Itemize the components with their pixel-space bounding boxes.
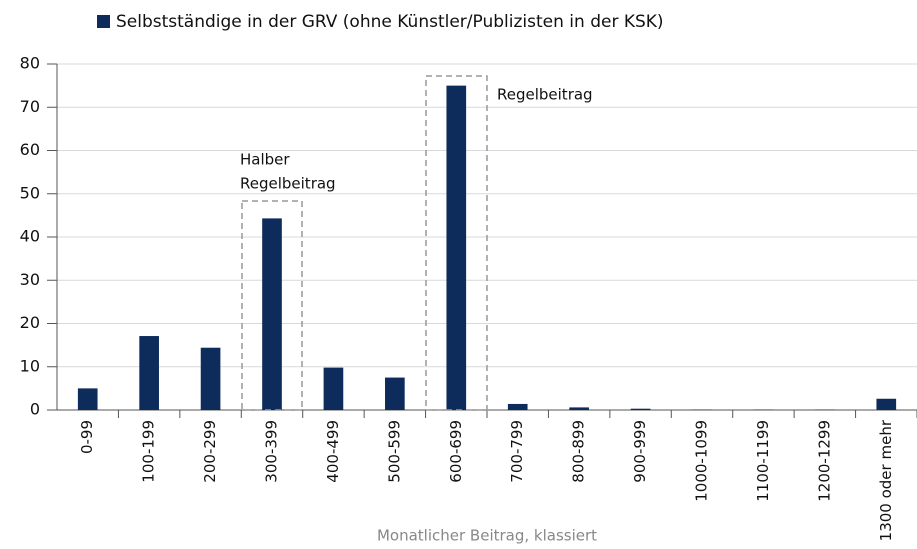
bar bbox=[262, 218, 282, 410]
x-tick-label: 300-399 bbox=[263, 420, 281, 483]
x-tick-label: 1200-1299 bbox=[815, 420, 833, 502]
x-tick-label: 800-899 bbox=[570, 420, 588, 483]
bar bbox=[139, 336, 159, 410]
y-tick-label: 20 bbox=[20, 313, 40, 332]
x-tick-label: 500-599 bbox=[385, 420, 403, 483]
legend-label: Selbstständige in der GRV (ohne Künstler… bbox=[116, 12, 664, 32]
x-tick-label: 1100-1199 bbox=[754, 420, 772, 502]
legend-swatch bbox=[97, 15, 110, 28]
x-axis-title: Monatlicher Beitrag, klassiert bbox=[377, 527, 597, 545]
annotation: Halber bbox=[240, 151, 290, 169]
bar bbox=[631, 409, 651, 410]
y-tick-label: 50 bbox=[20, 183, 40, 202]
bar bbox=[508, 404, 528, 410]
x-tick-label: 400-499 bbox=[324, 420, 342, 483]
y-tick-label: 0 bbox=[30, 400, 40, 419]
bar bbox=[78, 388, 98, 410]
y-tick-label: 60 bbox=[20, 140, 40, 159]
x-tick-label: 1000-1099 bbox=[693, 420, 711, 502]
x-tick-label: 900-999 bbox=[631, 420, 649, 483]
bar bbox=[385, 378, 405, 410]
x-tick-label: 700-799 bbox=[508, 420, 526, 483]
bar bbox=[446, 86, 466, 410]
y-tick-label: 80 bbox=[20, 54, 40, 73]
annotation: Regelbeitrag bbox=[240, 175, 336, 193]
bar bbox=[876, 399, 896, 410]
x-tick-label: 600-699 bbox=[447, 420, 465, 483]
y-tick-label: 70 bbox=[20, 97, 40, 116]
x-tick-label: 1300 oder mehr bbox=[877, 419, 895, 541]
x-tick-label: 100-199 bbox=[140, 420, 158, 483]
x-tick-label: 200-299 bbox=[201, 420, 219, 483]
x-tick-label: 0-99 bbox=[78, 420, 96, 454]
bar bbox=[569, 407, 589, 410]
annotation: Regelbeitrag bbox=[497, 86, 593, 104]
y-tick-label: 40 bbox=[20, 227, 40, 246]
y-tick-label: 10 bbox=[20, 356, 40, 375]
y-tick-label: 30 bbox=[20, 270, 40, 289]
bar bbox=[324, 368, 344, 410]
bar bbox=[201, 348, 221, 410]
